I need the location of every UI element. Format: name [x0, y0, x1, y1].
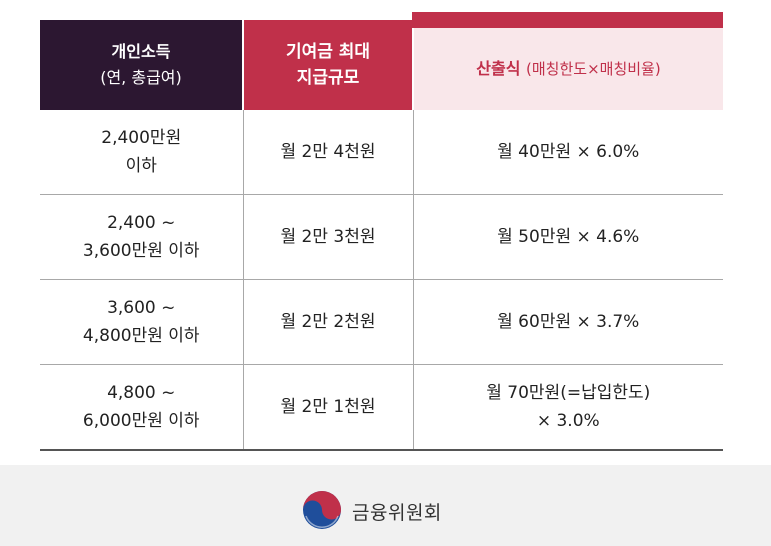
formula-line1: 월 40만원 × 6.0% — [497, 142, 640, 162]
header-income-title: 개인소득 — [111, 42, 171, 61]
income-cell: 2,400 ~ 3,600만원 이하 — [40, 194, 243, 280]
header-max-line2: 지급규모 — [296, 68, 360, 88]
table-row: 2,400 ~ 3,600만원 이하 월 2만 3천원 월 50만원 × 4.6… — [40, 194, 723, 280]
table-row: 2,400만원 이하 월 2만 4천원 월 40만원 × 6.0% — [40, 110, 723, 195]
income-line2: 3,600만원 이하 — [82, 241, 200, 261]
income-line2: 6,000만원 이하 — [82, 411, 200, 431]
income-cell: 3,600 ~ 4,800만원 이하 — [40, 279, 243, 365]
max-payment-cell: 월 2만 4천원 — [242, 110, 413, 195]
table-area: 개인소득 (연, 총급여) 기여금 최대 지급규모 산출식 (매칭한도×매칭비율… — [40, 12, 723, 451]
header-income: 개인소득 (연, 총급여) — [40, 20, 243, 110]
income-cell: 2,400만원 이하 — [40, 110, 243, 195]
income-line2: 이하 — [125, 156, 157, 176]
max-payment-cell: 월 2만 2천원 — [242, 279, 413, 365]
header-formula-main: 산출식 — [476, 59, 521, 78]
income-line1: 2,400만원 — [101, 128, 182, 148]
formula-cell: 월 50만원 × 4.6% — [412, 194, 723, 280]
footer: 금융위원회 — [0, 465, 771, 546]
header-income-sub: (연, 총급여) — [100, 68, 182, 87]
income-line1: 3,600 ~ — [107, 298, 176, 318]
header-row: 개인소득 (연, 총급여) 기여금 최대 지급규모 산출식 (매칭한도×매칭비율… — [40, 12, 723, 110]
header-formula: 산출식 (매칭한도×매칭비율) — [412, 12, 723, 110]
formula-line1: 월 60만원 × 3.7% — [497, 312, 640, 332]
income-line1: 4,800 ~ — [107, 383, 176, 403]
org-name: 금융위원회 — [352, 502, 442, 524]
taegeuk-logo-icon — [303, 491, 341, 529]
header-max-line1: 기여금 최대 — [285, 42, 371, 62]
formula-cell: 월 70만원(=납입한도) × 3.0% — [412, 364, 723, 451]
income-line1: 2,400 ~ — [107, 213, 176, 233]
formula-line1: 월 70만원(=납입한도) — [486, 383, 651, 403]
income-cell: 4,800 ~ 6,000만원 이하 — [40, 364, 243, 451]
max-payment-cell: 월 2만 3천원 — [242, 194, 413, 280]
table-row: 4,800 ~ 6,000만원 이하 월 2만 1천원 월 70만원(=납입한도… — [40, 364, 723, 451]
formula-cell: 월 40만원 × 6.0% — [412, 110, 723, 195]
contribution-table: 개인소득 (연, 총급여) 기여금 최대 지급규모 산출식 (매칭한도×매칭비율… — [40, 12, 723, 451]
table-row: 3,600 ~ 4,800만원 이하 월 2만 2천원 월 60만원 × 3.7… — [40, 279, 723, 365]
formula-line1: 월 50만원 × 4.6% — [497, 227, 640, 247]
formula-line2: × 3.0% — [536, 411, 600, 431]
formula-cell: 월 60만원 × 3.7% — [412, 279, 723, 365]
max-payment-cell: 월 2만 1천원 — [242, 364, 413, 451]
income-line2: 4,800만원 이하 — [82, 326, 200, 346]
header-formula-paren: (매칭한도×매칭비율) — [526, 60, 661, 78]
header-max-payment: 기여금 최대 지급규모 — [242, 20, 413, 110]
